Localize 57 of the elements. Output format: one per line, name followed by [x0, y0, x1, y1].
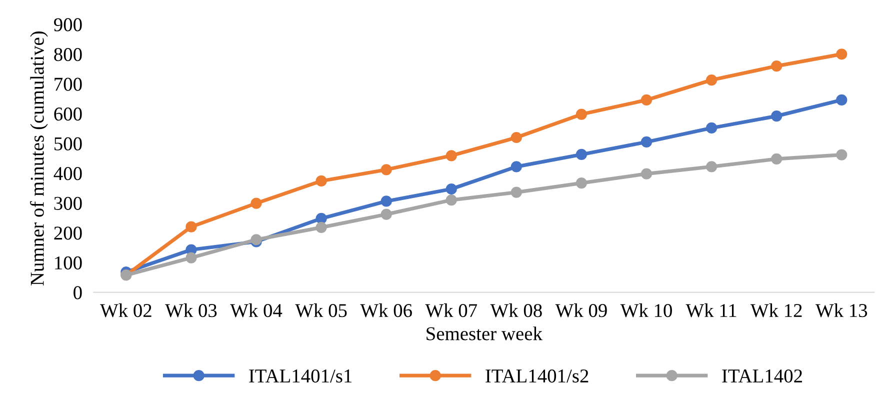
- point: [380, 164, 392, 176]
- x-tick-label: Wk 13: [815, 303, 868, 318]
- x-tick-label: Wk 09: [555, 303, 607, 318]
- x-tick-label: Wk 03: [165, 303, 217, 318]
- x-tick-label: Wk 05: [295, 303, 347, 318]
- point: [186, 221, 197, 232]
- y-tick-label: 700: [54, 78, 82, 91]
- y-tick-label: 100: [55, 256, 82, 270]
- legend-label: ITAL1401/s1: [249, 369, 352, 383]
- point: [576, 108, 588, 120]
- point: [706, 161, 718, 172]
- point: [316, 212, 327, 224]
- point: [771, 153, 782, 164]
- x-tick-label: Wk 02: [100, 303, 152, 318]
- point: [706, 74, 718, 86]
- point: [836, 94, 848, 106]
- point: [250, 198, 262, 209]
- legend-label: ITAL1402: [722, 369, 802, 383]
- x-tick-label: Wk 07: [425, 303, 478, 318]
- point: [576, 148, 588, 160]
- x-axis-title: Semester week: [426, 326, 542, 340]
- y-tick-label: 900: [54, 18, 82, 32]
- point: [576, 177, 588, 189]
- point: [640, 94, 652, 106]
- legend-label: ITAL1401/s2: [486, 369, 588, 383]
- y-tick-label: 800: [54, 48, 82, 62]
- y-tick-label: 500: [54, 137, 82, 150]
- point: [640, 168, 652, 180]
- point: [510, 161, 522, 172]
- point: [380, 196, 392, 207]
- point: [186, 252, 197, 264]
- point: [510, 132, 522, 144]
- y-tick-label: 0: [74, 286, 82, 300]
- point: [771, 110, 782, 122]
- point: [836, 48, 848, 60]
- point: [446, 183, 457, 195]
- x-tick-label: Wk 11: [686, 303, 736, 318]
- x-tick-label: Wk 06: [360, 303, 412, 318]
- x-tick-label: Wk 10: [620, 303, 672, 318]
- point: [380, 208, 392, 220]
- point: [316, 175, 327, 187]
- x-tick-label: Wk 12: [750, 303, 802, 318]
- point: [836, 149, 848, 160]
- y-tick-label: 200: [54, 226, 82, 240]
- point: [446, 194, 457, 206]
- point: [640, 136, 652, 148]
- y-tick-label: 300: [54, 196, 82, 210]
- y-axis-title: Numner of minutes (cumulative): [30, 31, 48, 286]
- point: [771, 60, 782, 72]
- point: [706, 122, 718, 134]
- point: [446, 150, 457, 162]
- y-tick-label: 600: [54, 107, 82, 121]
- point: [316, 222, 327, 233]
- x-tick-label: Wk 08: [490, 303, 542, 318]
- x-tick-label: Wk 04: [230, 303, 282, 318]
- point: [510, 186, 522, 198]
- y-tick-label: 400: [54, 167, 82, 180]
